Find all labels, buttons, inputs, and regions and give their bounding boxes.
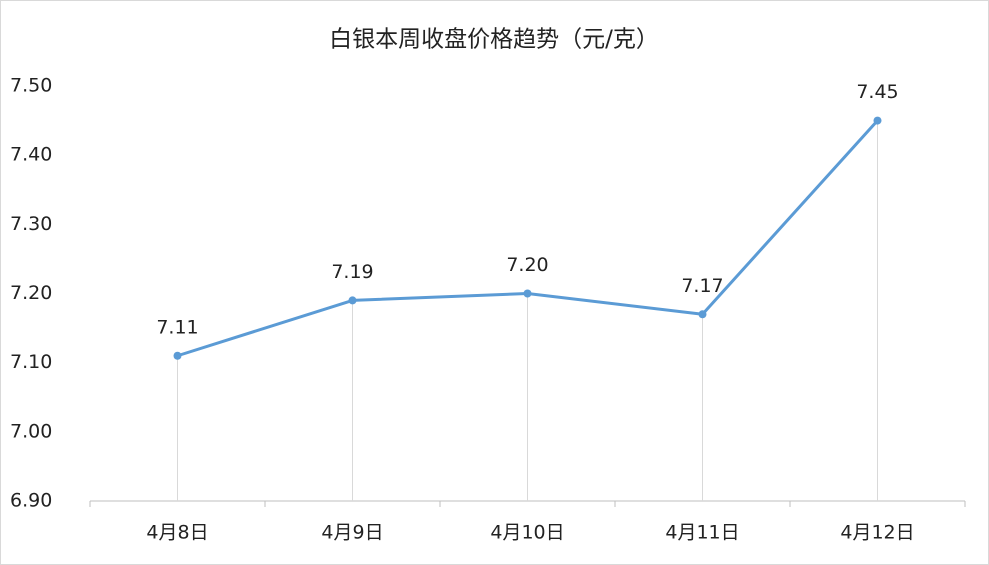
point	[873, 116, 882, 125]
y-tick-label: 7.40	[10, 144, 52, 166]
point	[348, 296, 357, 305]
y-tick-label: 7.50	[10, 75, 52, 97]
point	[698, 310, 707, 319]
y-tick-label: 7.10	[10, 351, 52, 373]
point	[173, 351, 182, 360]
data-label: 7.20	[506, 254, 548, 276]
x-tick-label: 4月9日	[321, 522, 383, 544]
x-tick-label: 4月10日	[490, 522, 564, 544]
data-label: 7.45	[856, 81, 898, 103]
point	[523, 289, 532, 298]
data-label: 7.11	[156, 316, 198, 338]
y-tick-label: 7.20	[10, 282, 52, 304]
y-tick-label: 7.30	[10, 213, 52, 235]
x-tick-label: 4月11日	[665, 522, 739, 544]
y-tick-label: 6.90	[10, 490, 52, 512]
x-tick-label: 4月8日	[146, 522, 208, 544]
chart-title: 白银本周收盘价格趋势（元/克）	[329, 27, 659, 53]
x-tick-label: 4月12日	[840, 522, 914, 544]
data-label: 7.19	[331, 261, 373, 283]
data-label: 7.17	[681, 275, 723, 297]
y-tick-label: 7.00	[10, 420, 52, 442]
